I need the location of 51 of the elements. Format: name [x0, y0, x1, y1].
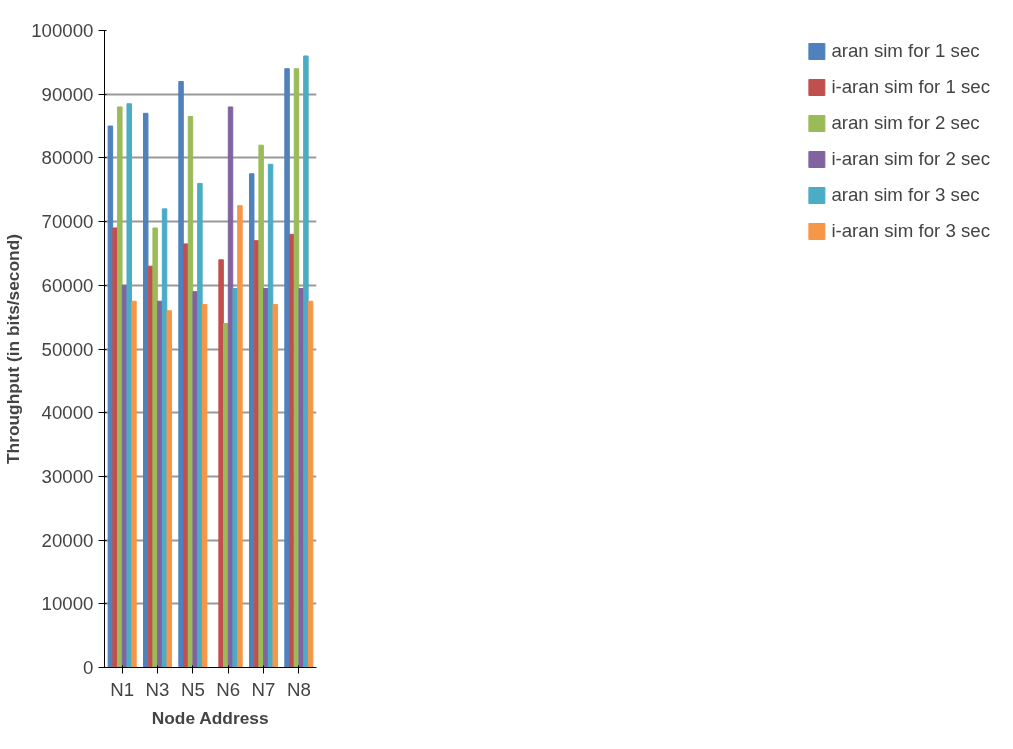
bar	[112, 227, 118, 668]
y-tick-label: 0	[83, 657, 94, 678]
bar	[307, 300, 314, 668]
bar	[131, 300, 137, 668]
bar	[303, 55, 309, 668]
bar	[142, 112, 149, 668]
bar	[197, 182, 203, 668]
y-axis-title: Throughput (in bits/second)	[3, 233, 24, 465]
y-tick-label: 50000	[41, 338, 94, 360]
y-tick-label: 100000	[31, 20, 94, 41]
legend-label: aran sim for 3 sec	[831, 184, 980, 206]
bar	[183, 243, 189, 668]
bar	[126, 103, 132, 668]
bar	[157, 300, 163, 668]
bar	[166, 310, 173, 668]
bar	[298, 287, 304, 668]
bar	[152, 227, 158, 668]
bar	[258, 144, 264, 668]
y-tick-label: 40000	[41, 402, 94, 424]
bar	[284, 68, 290, 668]
y-tick-label: 70000	[41, 211, 94, 233]
bar	[248, 173, 255, 668]
y-tick-label: 90000	[41, 83, 94, 105]
bar	[289, 233, 295, 668]
bar	[223, 323, 229, 668]
x-tick-label: N7	[251, 678, 276, 700]
y-tick-label: 30000	[41, 465, 94, 487]
legend-label: aran sim for 2 sec	[831, 112, 980, 134]
bar	[201, 303, 208, 668]
bar	[178, 80, 184, 668]
y-tick-label: 10000	[41, 593, 94, 615]
bar	[272, 303, 279, 668]
x-tick-label: N1	[110, 678, 135, 700]
bar	[117, 106, 123, 668]
y-tick-label: 80000	[41, 147, 94, 169]
x-tick-label: N3	[145, 678, 170, 700]
y-tick-label: 20000	[41, 529, 94, 551]
x-tick-label: N8	[286, 678, 311, 700]
y-tick-label: 60000	[41, 274, 94, 296]
x-tick-label: N6	[216, 678, 241, 700]
legend-label: i-aran sim for 2 sec	[831, 148, 990, 170]
x-tick-label: N5	[180, 678, 205, 700]
bar	[192, 291, 198, 668]
legend-label: i-aran sim for 1 sec	[831, 76, 990, 98]
bar	[232, 287, 238, 668]
bar	[237, 205, 243, 668]
bar	[263, 287, 269, 668]
legend-label: i-aran sim for 3 sec	[831, 220, 990, 242]
x-axis-title: Node Address	[151, 707, 269, 728]
legend-label: aran sim for 1 sec	[831, 40, 980, 62]
bar	[218, 259, 224, 668]
